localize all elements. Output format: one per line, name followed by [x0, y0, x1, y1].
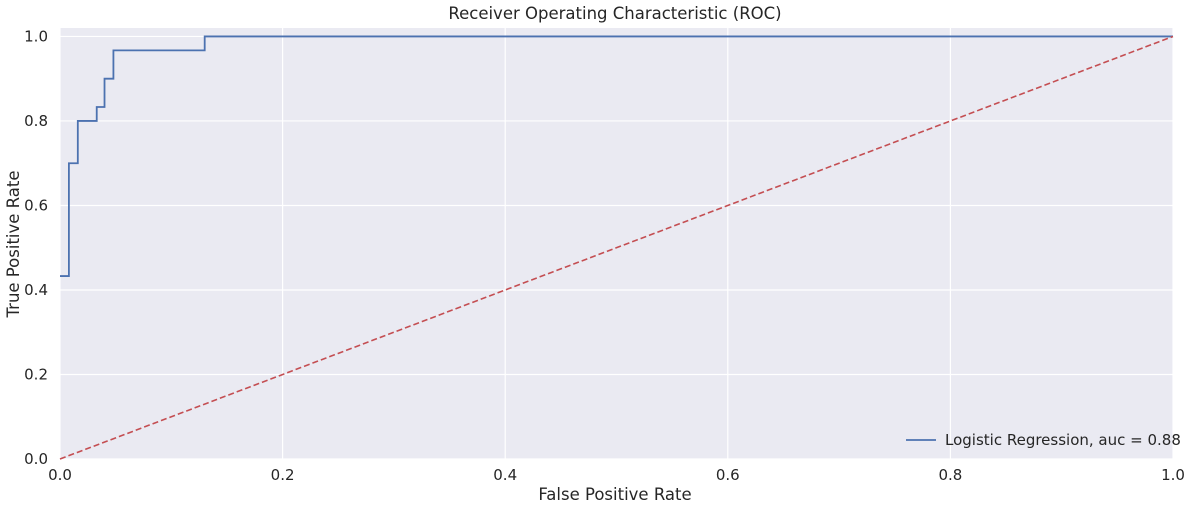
chart-title: Receiver Operating Characteristic (ROC)	[448, 4, 781, 23]
x-tick-label: 0.6	[716, 466, 740, 484]
y-tick-label: 0.0	[24, 450, 48, 468]
x-tick-label: 0.8	[938, 466, 962, 484]
y-tick-label: 1.0	[24, 27, 48, 45]
x-tick-label: 0.2	[271, 466, 295, 484]
diagonal-reference-line	[59, 35, 1174, 460]
roc-curve-logistic-regression	[60, 35, 1173, 277]
legend-label-logistic-regression: Logistic Regression, auc = 0.88	[945, 431, 1181, 449]
y-tick-label: 0.4	[24, 281, 48, 299]
y-tick-label: 0.8	[24, 112, 48, 130]
y-tick-label: 0.2	[24, 365, 48, 383]
x-tick-label: 1.0	[1161, 466, 1185, 484]
x-tick-label: 0.0	[48, 466, 72, 484]
x-tick-label: 0.4	[493, 466, 517, 484]
plot-background	[60, 28, 1173, 459]
y-axis-label: True Positive Rate	[4, 171, 23, 319]
tick-labels: 0.0 0.2 0.4 0.6 0.8 1.0 0.0 0.2 0.4 0.6 0.8 1.0	[24, 27, 1185, 484]
x-axis-label: False Positive Rate	[538, 485, 691, 504]
legend: Logistic Regression, auc = 0.88	[906, 431, 1181, 449]
series-layer	[59, 35, 1174, 460]
y-tick-label: 0.6	[24, 196, 48, 214]
